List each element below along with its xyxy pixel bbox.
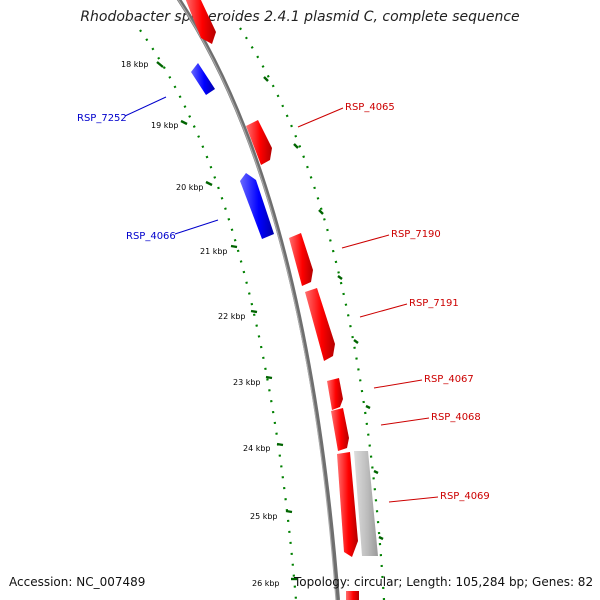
gene-label-rsp-4068: RSP_4068 [431,412,481,423]
topology-summary-text: Topology: circular; Length: 105,284 bp; … [294,575,594,589]
gene-arrow-top-partial [185,0,216,44]
map-title: Rhodobacter sphaeroides 2.4.1 plasmid C,… [80,9,520,25]
gene-label-rsp-7252: RSP_7252 [77,113,127,124]
outer-ring-ticks [263,76,384,541]
leader-rsp-7190 [341,234,390,249]
tick-label-18kbp: 18 kbp [121,60,149,69]
gene-arrow-bottom-partial [346,591,359,600]
leader-rsp-4067 [373,379,423,389]
gene-label-rsp-4066: RSP_4066 [126,231,176,242]
gene-label-rsp-4065: RSP_4065 [345,102,395,113]
gene-arrow-rsp-4068 [331,408,349,451]
tick-label-24kbp: 24 kbp [243,444,271,453]
leader-rsp-4065 [297,107,344,128]
tick-label-21kbp: 21 kbp [200,247,228,256]
gene-label-rsp-4067: RSP_4067 [424,374,474,385]
leader-rsp-7191 [359,303,408,318]
outer-dotted-circle [239,27,386,600]
gene-arrow-rsp-7252 [191,63,215,95]
gene-arrow-grey [354,451,378,556]
leader-rsp-4066 [174,219,219,235]
tick-label-22kbp: 22 kbp [218,312,246,321]
leader-rsp-4069 [388,496,439,503]
tick-label-23kbp: 23 kbp [233,378,261,387]
gene-label-rsp-4069: RSP_4069 [440,491,490,502]
gene-arrow-rsp-4069 [337,452,358,557]
tick-label-20kbp: 20 kbp [176,183,204,192]
gene-arrow-rsp-4067 [327,378,343,410]
gene-label-rsp-7191: RSP_7191 [409,298,459,309]
tick-label-26kbp: 26 kbp [252,579,280,588]
tick-label-19kbp: 19 kbp [151,121,179,130]
gene-label-rsp-7190: RSP_7190 [391,229,441,240]
gene-arrow-rsp-7191 [305,288,335,361]
leader-rsp-7252 [124,96,167,117]
ruler-major-ticks [156,61,297,581]
gene-arrow-rsp-4065 [246,120,272,165]
tick-label-25kbp: 25 kbp [250,512,278,521]
gene-arrow-rsp-7190 [289,233,313,286]
accession-text: Accession: NC_007489 [9,575,146,589]
gene-arrow-rsp-4066 [240,173,274,239]
backbone-arc-highlight [177,0,337,600]
leader-rsp-4068 [380,417,430,426]
backbone-arc [176,0,340,600]
